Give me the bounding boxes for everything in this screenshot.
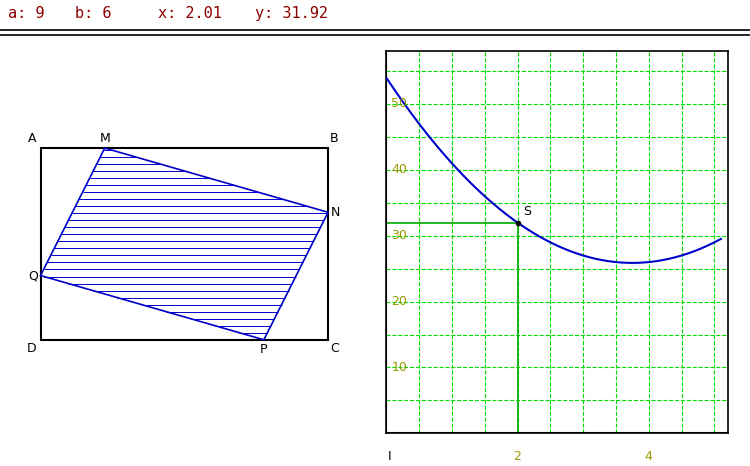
Text: 30: 30: [392, 229, 407, 242]
Text: 10: 10: [392, 361, 407, 374]
Text: y: 31.92: y: 31.92: [255, 6, 328, 21]
Text: C: C: [330, 342, 339, 355]
Text: b: 6: b: 6: [75, 6, 112, 21]
Text: x: 2.01: x: 2.01: [158, 6, 221, 21]
Text: 40: 40: [392, 164, 407, 176]
Text: D: D: [27, 342, 36, 355]
Text: S: S: [523, 205, 531, 218]
Bar: [40, 148, 328, 340]
Text: 20: 20: [392, 295, 407, 308]
Text: B: B: [330, 132, 339, 145]
Text: P: P: [260, 343, 268, 356]
Text: a: 9: a: 9: [8, 6, 44, 21]
Text: 50: 50: [392, 97, 407, 110]
Text: 2: 2: [514, 450, 521, 463]
Text: 4: 4: [645, 450, 652, 463]
Text: Q: Q: [28, 269, 38, 282]
Text: I: I: [388, 450, 392, 463]
Text: N: N: [331, 206, 340, 219]
Text: M: M: [100, 131, 110, 144]
Text: A: A: [28, 132, 36, 145]
